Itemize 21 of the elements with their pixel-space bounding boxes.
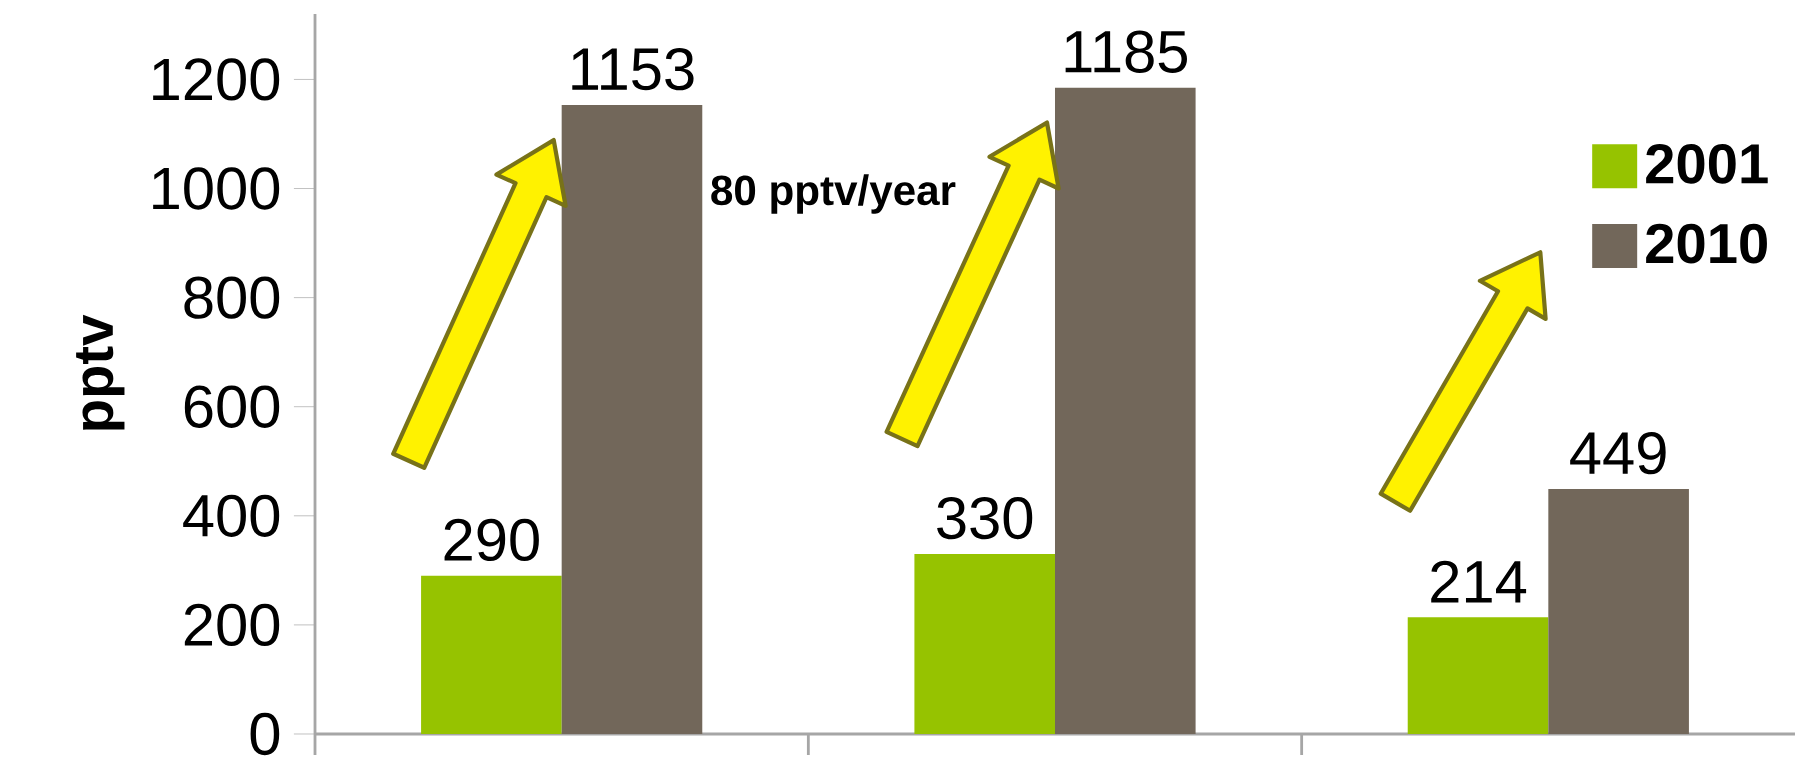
annotation: 80 pptv/year [711, 174, 956, 214]
data-label: 1185 [1065, 30, 1187, 73]
bar [1407, 617, 1549, 734]
y-tick-label: 200 [184, 603, 280, 647]
bar [1548, 489, 1689, 734]
y-axis-title: pptv [76, 314, 125, 430]
y-tick-label: 0 [250, 712, 280, 756]
y-tick-label: 1000 [153, 167, 280, 210]
data-label: 330 [937, 496, 1033, 540]
data-label: 290 [444, 518, 539, 562]
bar [914, 553, 1055, 734]
y-tick-label: 800 [184, 276, 280, 319]
y-tick-label: 400 [183, 494, 280, 537]
bar [421, 575, 562, 734]
data-label: 449 [1570, 432, 1666, 475]
data-label: 214 [1431, 560, 1527, 603]
y-tick-label: 1200 [153, 58, 280, 101]
y-tick-label: 600 [184, 385, 280, 428]
legend-label: 2001 [1646, 143, 1768, 184]
data-label: 1153 [572, 48, 694, 91]
legend-label: 2010 [1646, 223, 1767, 264]
